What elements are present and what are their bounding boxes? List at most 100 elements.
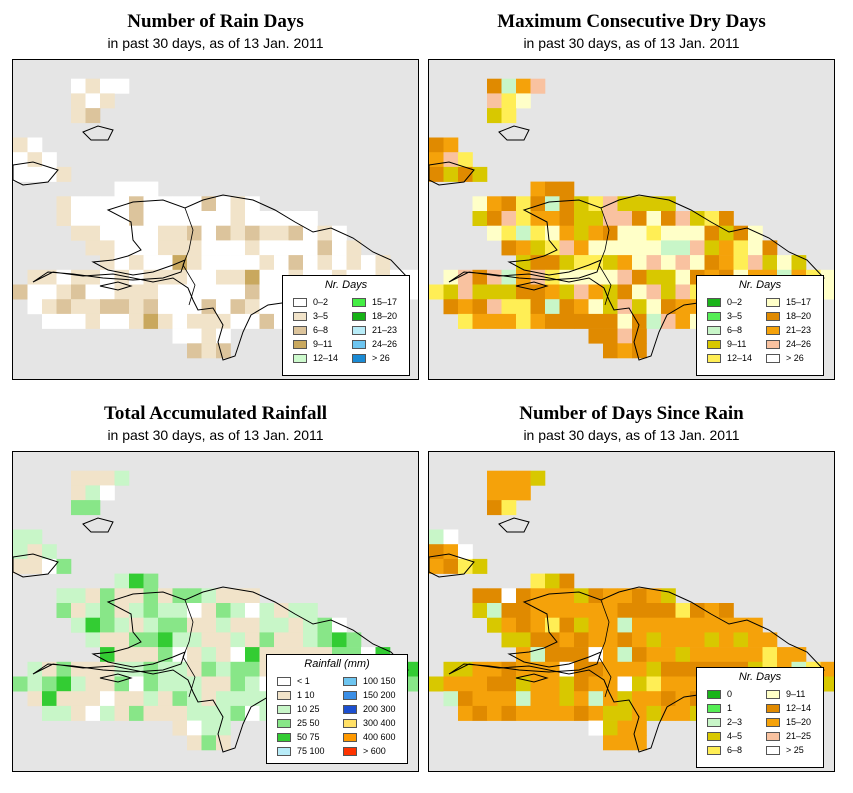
legend-swatch xyxy=(352,312,366,321)
legend-label: 25 50 xyxy=(297,718,320,728)
grid-cell xyxy=(259,632,275,648)
grid-cell xyxy=(704,603,720,618)
grid-cell xyxy=(216,328,231,344)
grid-cell xyxy=(129,211,144,226)
grid-cell xyxy=(245,617,260,633)
country-border xyxy=(598,599,612,698)
grid-cell xyxy=(56,676,72,692)
legend-label: 24–26 xyxy=(786,339,812,349)
legend-swatch xyxy=(707,354,721,363)
grid-cell xyxy=(259,225,275,241)
legend-swatch xyxy=(766,340,780,349)
grid-cell xyxy=(85,676,101,692)
legend-label: 18–20 xyxy=(372,311,398,321)
grid-cell xyxy=(245,269,260,285)
grid-cell xyxy=(762,647,778,663)
grid-cell xyxy=(574,603,589,618)
grid-cell xyxy=(443,152,459,168)
grid-cell xyxy=(501,470,517,486)
grid-cell xyxy=(516,603,531,618)
grid-cell xyxy=(516,196,531,212)
grid-cell xyxy=(172,240,188,256)
grid-cell xyxy=(230,313,246,329)
grid-cell xyxy=(443,676,459,692)
grid-cell xyxy=(632,196,647,212)
grid-cell xyxy=(588,313,604,329)
grid-cell xyxy=(201,588,217,604)
grid-cell xyxy=(85,313,101,329)
grid-cell xyxy=(661,211,676,226)
grid-cell xyxy=(733,632,749,648)
grid-cell xyxy=(85,284,101,300)
grid-cell xyxy=(114,240,130,256)
legend-swatch xyxy=(343,705,357,714)
grid-cell xyxy=(487,93,502,109)
grid-cell xyxy=(646,313,662,329)
grid-cell xyxy=(56,661,72,677)
grid-cell xyxy=(56,166,72,182)
grid-cell xyxy=(129,676,144,692)
grid-cell xyxy=(603,255,618,271)
grid-cell xyxy=(85,196,101,212)
grid-cell xyxy=(516,269,531,285)
grid-cell xyxy=(245,313,260,329)
grid-cell xyxy=(487,676,502,692)
grid-cell xyxy=(443,691,459,707)
grid-cell xyxy=(559,691,575,707)
grid-cell xyxy=(100,196,115,212)
grid-cell xyxy=(27,691,43,707)
legend-label: 10 25 xyxy=(297,704,320,714)
grid-cell xyxy=(114,225,130,241)
grid-cell xyxy=(733,240,749,256)
grid-cell xyxy=(100,661,115,677)
grid-cell xyxy=(588,299,604,315)
grid-cell xyxy=(71,299,86,315)
legend-label: > 26 xyxy=(786,353,804,363)
coastline xyxy=(13,125,409,361)
grid-cell xyxy=(675,284,691,300)
legend-label: 0–2 xyxy=(313,297,329,307)
grid-cell xyxy=(472,196,488,212)
grid-cell xyxy=(187,328,202,344)
grid-cell xyxy=(617,691,633,707)
panel-subtitle: in past 30 days, as of 13 Jan. 2011 xyxy=(523,427,740,443)
grid-cell xyxy=(530,181,546,197)
grid-cell xyxy=(487,485,502,501)
grid-cell xyxy=(675,691,691,707)
grid-cell xyxy=(603,617,618,633)
grid-cell xyxy=(129,240,144,256)
grid-cell xyxy=(259,617,275,633)
grid-cell xyxy=(617,705,633,721)
grid-cell xyxy=(545,603,560,618)
panel-rain-days: Number of Rain Days in past 30 days, as … xyxy=(12,11,419,381)
grid-cell xyxy=(303,632,318,648)
grid-cell xyxy=(458,166,473,182)
grid-cell xyxy=(777,255,792,271)
grid-cell xyxy=(187,661,202,677)
grid-cell xyxy=(661,240,676,256)
grid-cell xyxy=(530,470,546,486)
grid-cell xyxy=(675,269,691,285)
grid-cell xyxy=(603,632,618,648)
grid-cell xyxy=(501,617,517,633)
grid-cell xyxy=(632,735,647,751)
grid-cell xyxy=(646,211,662,226)
grid-cell xyxy=(443,529,459,545)
legend-label: 50 75 xyxy=(297,732,320,742)
grid-cell xyxy=(100,269,115,285)
grid-cell xyxy=(458,691,473,707)
grid-cell xyxy=(675,240,691,256)
country-border xyxy=(182,207,196,306)
grid-cell xyxy=(158,211,173,226)
grid-cell xyxy=(487,78,502,94)
grid-cell xyxy=(617,240,633,256)
grid-cell xyxy=(332,255,347,271)
grid-cell xyxy=(429,529,444,545)
legend: Rainfall (mm) < 1 1 10 10 25 25 50 50 75 75 1… xyxy=(266,654,408,764)
grid-cell xyxy=(530,284,546,300)
grid-cell xyxy=(71,588,86,604)
grid-cell xyxy=(13,166,28,182)
grid-cell xyxy=(588,603,604,618)
legend-swatch xyxy=(766,718,780,727)
grid-cell xyxy=(516,225,531,241)
